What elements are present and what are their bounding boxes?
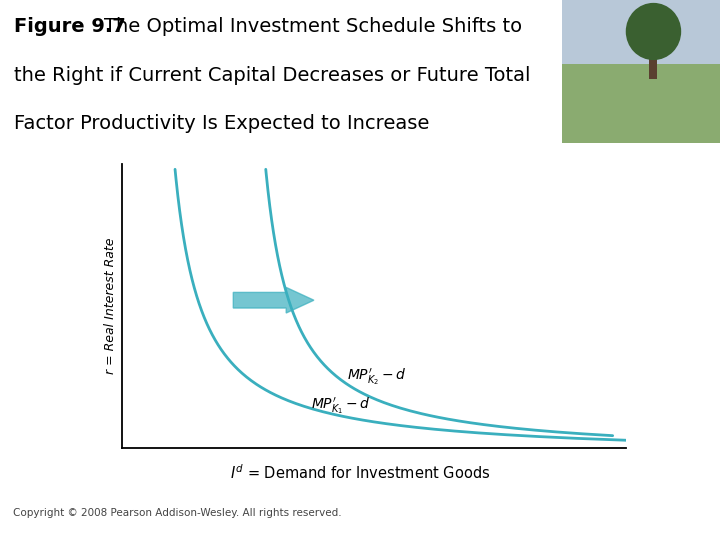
Text: Figure 9.7: Figure 9.7: [14, 17, 126, 36]
Ellipse shape: [626, 3, 681, 60]
Text: Copyright © 2008 Pearson Addison-Wesley. All rights reserved.: Copyright © 2008 Pearson Addison-Wesley.…: [13, 508, 341, 518]
Y-axis label: r = Real Interest Rate: r = Real Interest Rate: [104, 238, 117, 374]
Text: 32: 32: [657, 504, 693, 528]
Text: Factor Productivity Is Expected to Increase: Factor Productivity Is Expected to Incre…: [14, 114, 429, 133]
Bar: [649, 43, 657, 79]
Bar: [562, 64, 720, 143]
Text: $MP^{\prime}_{K_2} - d$: $MP^{\prime}_{K_2} - d$: [347, 367, 407, 387]
Bar: [562, 0, 720, 64]
FancyArrow shape: [233, 287, 314, 313]
Text: $\mathit{I}^d$ = Demand for Investment Goods: $\mathit{I}^d$ = Demand for Investment G…: [230, 463, 490, 482]
Text: $MP^{\prime}_{K_1} - d$: $MP^{\prime}_{K_1} - d$: [311, 395, 371, 416]
Text: The Optimal Investment Schedule Shifts to: The Optimal Investment Schedule Shifts t…: [104, 17, 522, 36]
Text: the Right if Current Capital Decreases or Future Total: the Right if Current Capital Decreases o…: [14, 66, 531, 85]
